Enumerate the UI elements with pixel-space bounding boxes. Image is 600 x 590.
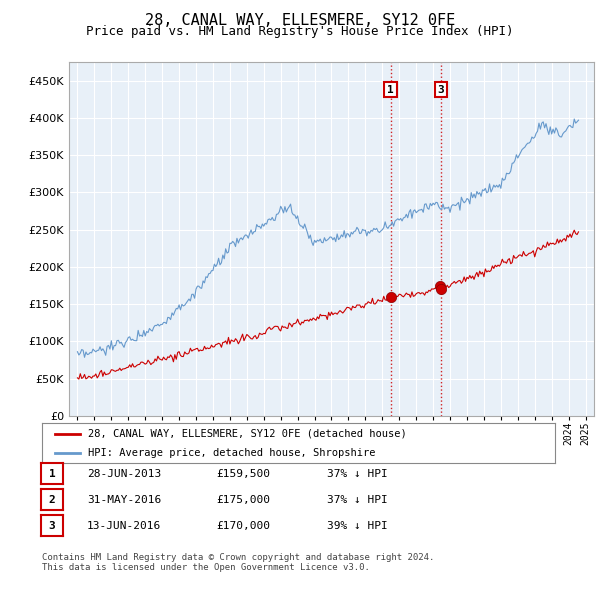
Text: 39% ↓ HPI: 39% ↓ HPI — [327, 521, 388, 530]
Text: 3: 3 — [49, 521, 55, 530]
Text: £159,500: £159,500 — [216, 469, 270, 478]
Point — [386, 293, 395, 302]
Text: £175,000: £175,000 — [216, 495, 270, 504]
Text: 1: 1 — [49, 469, 55, 478]
Text: Contains HM Land Registry data © Crown copyright and database right 2024.: Contains HM Land Registry data © Crown c… — [42, 553, 434, 562]
Text: 13-JUN-2016: 13-JUN-2016 — [87, 521, 161, 530]
Text: 3: 3 — [437, 84, 444, 94]
Text: 31-MAY-2016: 31-MAY-2016 — [87, 495, 161, 504]
Text: Price paid vs. HM Land Registry's House Price Index (HPI): Price paid vs. HM Land Registry's House … — [86, 25, 514, 38]
Text: 2: 2 — [49, 495, 55, 504]
Text: This data is licensed under the Open Government Licence v3.0.: This data is licensed under the Open Gov… — [42, 563, 370, 572]
Point — [436, 284, 446, 294]
Text: 28, CANAL WAY, ELLESMERE, SY12 0FE (detached house): 28, CANAL WAY, ELLESMERE, SY12 0FE (deta… — [88, 429, 407, 439]
Text: HPI: Average price, detached house, Shropshire: HPI: Average price, detached house, Shro… — [88, 448, 376, 458]
Text: 28, CANAL WAY, ELLESMERE, SY12 0FE: 28, CANAL WAY, ELLESMERE, SY12 0FE — [145, 13, 455, 28]
Point — [435, 281, 445, 290]
Text: 37% ↓ HPI: 37% ↓ HPI — [327, 495, 388, 504]
Text: 37% ↓ HPI: 37% ↓ HPI — [327, 469, 388, 478]
Text: 1: 1 — [387, 84, 394, 94]
Text: £170,000: £170,000 — [216, 521, 270, 530]
Text: 28-JUN-2013: 28-JUN-2013 — [87, 469, 161, 478]
